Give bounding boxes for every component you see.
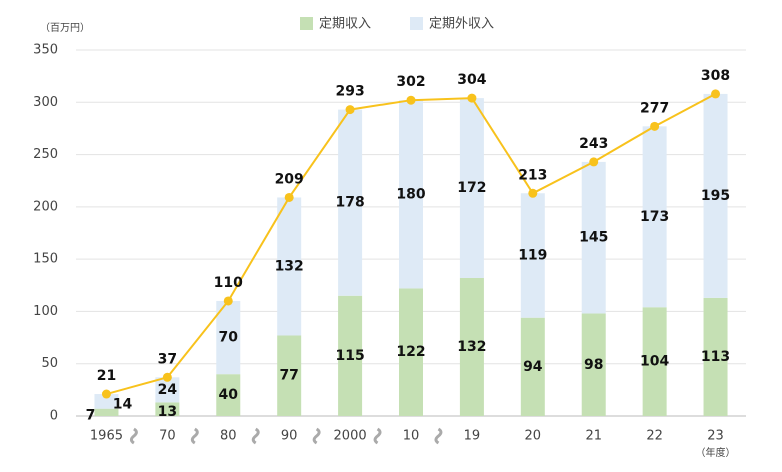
bar-segment: [338, 109, 363, 296]
legend-label: 定期外収入: [429, 17, 494, 32]
axis-break: [434, 427, 443, 445]
x-tick-label: 2000: [334, 429, 367, 444]
value-label: 113: [701, 349, 730, 365]
axis-break: [190, 427, 199, 445]
value-label: 115: [335, 348, 364, 364]
x-tick-label: 1965: [90, 429, 123, 444]
value-label: 40: [219, 387, 239, 403]
total-label: 213: [518, 167, 547, 183]
bar-segment: [338, 295, 363, 416]
total-label: 21: [97, 368, 116, 384]
total-label: 110: [214, 275, 243, 291]
y-tick-label: 250: [33, 147, 58, 162]
value-label: 195: [701, 188, 730, 204]
value-label: 7: [86, 407, 96, 423]
legend-swatch: [300, 17, 313, 30]
value-label: 104: [640, 354, 669, 370]
legend-swatch: [410, 17, 423, 30]
y-tick-label: 350: [33, 43, 58, 58]
total-label: 304: [457, 72, 486, 88]
value-label: 119: [518, 247, 547, 263]
bar-segment: [703, 93, 728, 298]
y-tick-label: 100: [33, 304, 58, 319]
value-label: 132: [457, 339, 486, 355]
value-label: 180: [396, 186, 425, 202]
total-point: [162, 372, 172, 382]
total-label: 243: [579, 136, 608, 152]
total-point: [406, 95, 416, 105]
x-tick-label: 10: [403, 429, 420, 444]
total-point: [284, 192, 294, 202]
bar-segment: [581, 313, 606, 416]
bar-segment: [399, 288, 423, 416]
x-tick-label: 21: [585, 429, 602, 444]
y-tick-label: 0: [50, 409, 58, 424]
value-label: 14: [113, 396, 133, 412]
bar-segment: [399, 100, 423, 289]
total-point: [345, 105, 355, 115]
value-label: 94: [523, 359, 543, 375]
total-label: 277: [640, 100, 669, 116]
x-note: （年度）: [696, 446, 736, 459]
value-label: 98: [584, 357, 603, 373]
value-label: 122: [396, 344, 425, 360]
bar-segment: [94, 394, 119, 409]
bar-segment: [216, 300, 241, 375]
y-tick-label: 50: [41, 356, 58, 371]
value-label: 178: [335, 195, 364, 211]
total-label: 37: [158, 351, 177, 367]
x-tick-label: 23: [707, 429, 724, 444]
bar-segment: [581, 161, 606, 314]
bar-segment: [642, 307, 667, 416]
axis-break: [312, 427, 321, 445]
value-label: 70: [219, 330, 239, 346]
x-tick-label: 19: [464, 429, 481, 444]
bar-segment: [155, 402, 180, 416]
value-label: 173: [640, 209, 669, 225]
total-label: 302: [396, 74, 425, 90]
axis-break: [373, 427, 382, 445]
x-tick-label: 22: [646, 429, 663, 444]
y-tick-label: 200: [33, 199, 58, 214]
y-tick-label: 300: [33, 95, 58, 110]
total-label: 209: [275, 171, 304, 187]
total-point: [650, 121, 660, 131]
total-point: [467, 93, 477, 103]
axis-break: [129, 427, 138, 445]
bar-segment: [216, 374, 241, 416]
bar-segment: [277, 335, 302, 416]
x-tick-label: 70: [159, 429, 176, 444]
legend-label: 定期収入: [319, 17, 371, 32]
value-label: 24: [158, 382, 178, 398]
total-point: [101, 389, 111, 399]
x-tick-label: 80: [220, 429, 237, 444]
bar-segment: [520, 317, 545, 416]
unit-label: （百万円）: [40, 22, 90, 34]
x-tick-label: 20: [525, 429, 542, 444]
bar-segment: [459, 277, 484, 416]
value-label: 132: [275, 258, 304, 274]
total-point: [589, 157, 599, 167]
value-label: 77: [279, 368, 298, 384]
total-label: 293: [335, 84, 364, 100]
bar-segment: [94, 408, 119, 416]
total-point: [711, 89, 721, 99]
value-label: 13: [158, 404, 177, 420]
value-label: 172: [457, 180, 486, 196]
bar-segment: [703, 297, 728, 416]
bar-segment: [520, 193, 545, 318]
value-label: 145: [579, 230, 608, 246]
bar-segment: [277, 197, 302, 336]
y-tick-label: 150: [33, 252, 58, 267]
bar-segment: [459, 98, 484, 278]
total-label: 308: [701, 68, 730, 84]
axis-break: [251, 427, 260, 445]
x-tick-label: 90: [281, 429, 298, 444]
total-point: [528, 188, 538, 198]
bar-segment: [642, 126, 667, 308]
total-point: [223, 296, 233, 306]
